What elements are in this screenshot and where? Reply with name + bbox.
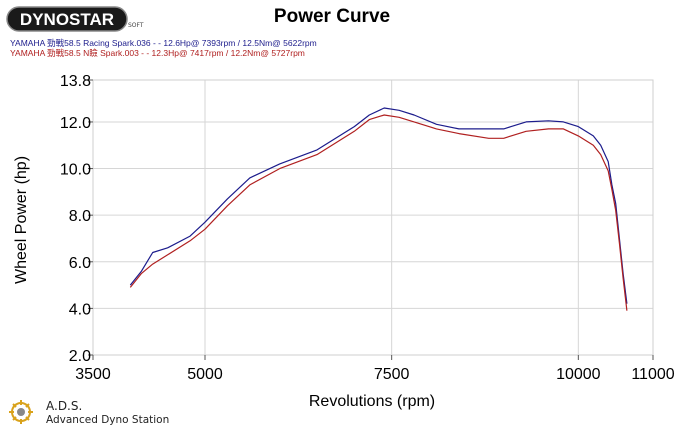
y-tick-label: 13.8 (60, 73, 91, 90)
plot-area-border (92, 79, 654, 356)
x-tick-label: 11000 (631, 366, 674, 383)
legend: YAMAHA 勁戰58.5 Racing Spark.036 - - 12.6H… (10, 38, 317, 58)
series-lines (129, 107, 628, 311)
ads-logo-icon (9, 400, 33, 424)
y-ticks: 2.0 4.0 6.0 8.0 10.0 12.0 13.8 (60, 73, 93, 365)
dynostar-logo: DYNOSTAR (6, 6, 128, 32)
y-tick-label: 6.0 (69, 255, 91, 272)
series-line-1 (129, 107, 628, 304)
grid (92, 79, 654, 356)
legend-entry-run-1: YAMAHA 勁戰58.5 Racing Spark.036 - - 12.6H… (10, 38, 317, 48)
y-tick-label: 2.0 (69, 348, 91, 365)
footer-name: Advanced Dyno Station (46, 414, 170, 426)
y-tick-label: 8.0 (69, 208, 91, 225)
plot-frame (92, 79, 654, 356)
x-ticks: 3500 5000 7500 10000 11000 (75, 355, 675, 383)
legend-entry-run-2: YAMAHA 勁戰58.5 N瞼 Spark.003 - - 12.3Hp@ 7… (10, 48, 305, 58)
logo-text: DYNOSTAR (20, 10, 114, 29)
y-axis-label: Wheel Power (hp) (13, 156, 30, 284)
y-tick-label: 12.0 (60, 115, 91, 132)
y-tick-label: 4.0 (69, 301, 91, 318)
x-tick-label: 5000 (187, 366, 223, 383)
footer-abbreviation: A.D.S. (46, 399, 83, 413)
x-tick-label: 3500 (75, 366, 111, 383)
chart-title: Power Curve (273, 6, 391, 27)
y-tick-label: 10.0 (60, 162, 91, 179)
logo-subtext: SOFT (128, 22, 144, 29)
x-tick-label: 7500 (374, 366, 410, 383)
x-axis-label: Revolutions (rpm) (309, 393, 435, 410)
x-tick-label: 10000 (556, 366, 601, 383)
series-line-2 (129, 114, 628, 311)
